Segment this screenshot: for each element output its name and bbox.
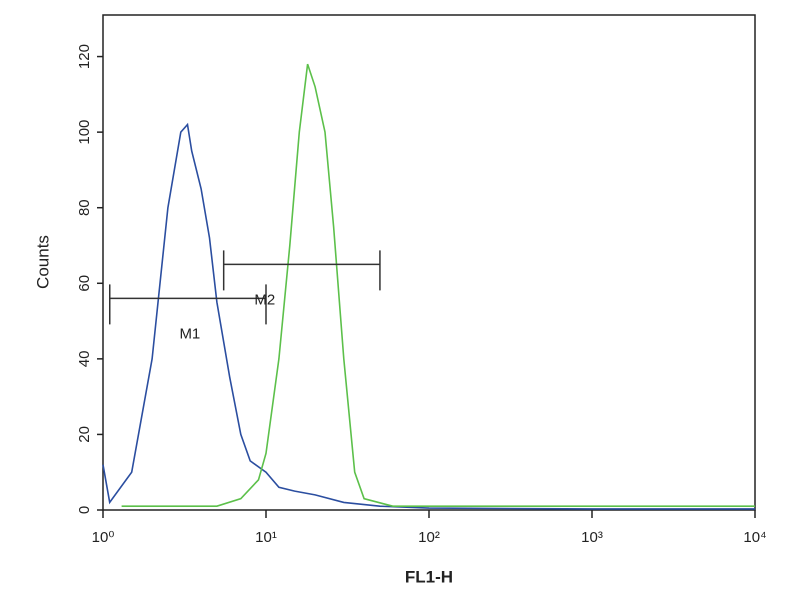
- plot-frame: [102, 14, 756, 511]
- histogram-line: [121, 63, 755, 507]
- y-tick-label: 40: [76, 351, 93, 368]
- x-tick-label: 10⁴: [743, 529, 766, 546]
- x-tick-label: 10²: [418, 529, 440, 546]
- gate-label: M1: [179, 325, 200, 342]
- y-tick-label: 0: [76, 506, 93, 514]
- x-tick-label: 10³: [581, 529, 603, 546]
- y-tick-label: 60: [76, 275, 93, 292]
- y-tick-label: 20: [76, 426, 93, 443]
- x-axis-title: FL1-H: [405, 567, 453, 586]
- histogram-line: [102, 122, 755, 510]
- gate-label: M2: [254, 291, 275, 308]
- x-tick-label: 10⁰: [92, 529, 115, 546]
- y-tick-label: 120: [76, 44, 93, 69]
- y-tick-label: 80: [76, 199, 93, 216]
- y-tick-label: 100: [76, 120, 93, 145]
- x-tick-label: 10¹: [255, 529, 277, 546]
- y-axis-title: Counts: [33, 235, 52, 289]
